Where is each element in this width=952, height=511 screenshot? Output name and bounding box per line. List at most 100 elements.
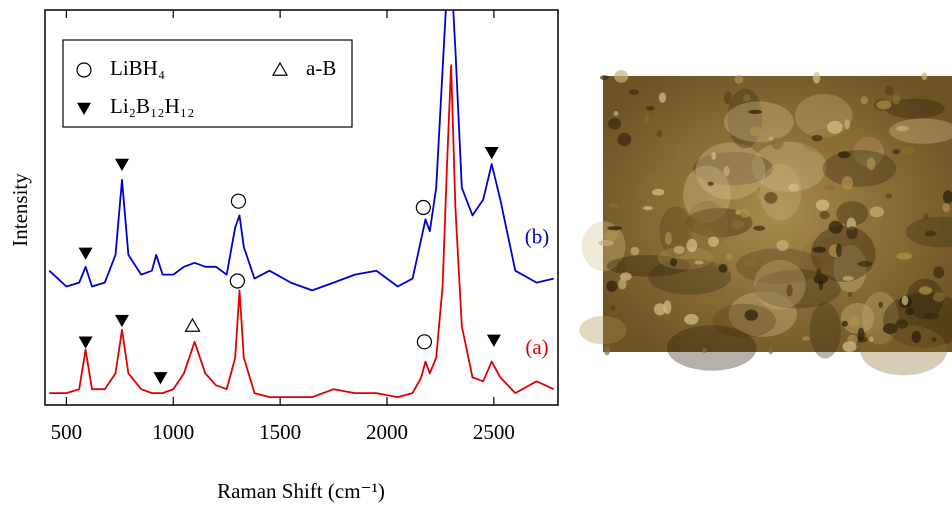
- micrograph-speck: [801, 126, 885, 157]
- micrograph-speck: [604, 230, 619, 241]
- micrograph-speck: [810, 225, 876, 282]
- micrograph-speck: [598, 240, 614, 246]
- micrograph-speck: [884, 85, 894, 96]
- marker-triangle-down: [486, 334, 501, 347]
- marker-triangle-down: [153, 372, 168, 385]
- micrograph-speck: [869, 206, 885, 218]
- micrograph-speck: [629, 89, 640, 95]
- marker-circle: [416, 334, 433, 350]
- micrograph-speck: [859, 324, 948, 376]
- micrograph-speck: [892, 149, 901, 155]
- marker-triangle-up: [271, 61, 289, 76]
- micrograph-speck: [878, 301, 883, 308]
- micrograph-speck: [712, 303, 777, 338]
- micrograph-speck: [931, 337, 937, 342]
- micrograph-speck: [895, 319, 909, 329]
- micrograph-speck: [848, 316, 861, 328]
- marker-triangle-down: [78, 336, 93, 349]
- micrograph-speck: [748, 109, 763, 114]
- micrograph-speck: [685, 208, 753, 238]
- micrograph-speck: [815, 199, 830, 211]
- micrograph-speck: [759, 164, 802, 221]
- micrograph-speck: [812, 71, 821, 84]
- micrograph-speck: [892, 94, 901, 105]
- marker-triangle-down: [78, 247, 93, 260]
- micrograph-speck: [833, 244, 867, 293]
- marker-triangle-down: [114, 158, 129, 172]
- micrograph-speck: [889, 118, 952, 144]
- micrograph-speck: [736, 248, 823, 285]
- micrograph-speck: [802, 336, 810, 341]
- micrograph-speck: [686, 201, 729, 250]
- micrograph-speck: [838, 151, 851, 159]
- micrograph-speck: [694, 260, 704, 265]
- micrograph-speck: [665, 232, 672, 246]
- micrograph-speck: [932, 292, 945, 302]
- micrograph-speck: [606, 255, 691, 277]
- micrograph-speck: [883, 292, 952, 348]
- micrograph-speck: [942, 190, 952, 204]
- micrograph-speck: [896, 252, 912, 260]
- micrograph-speck: [652, 188, 665, 196]
- series-label: (b): [525, 224, 550, 248]
- micrograph-speck: [786, 284, 793, 297]
- micrograph-speck: [707, 236, 719, 247]
- micrograph-speck: [724, 101, 794, 143]
- marker-circle: [76, 62, 92, 78]
- micrograph-speck: [879, 236, 893, 242]
- x-tick-label: 2000: [366, 420, 408, 444]
- micrograph-speck: [607, 226, 623, 231]
- micrograph-speck: [751, 141, 827, 192]
- marker-triangle-down: [114, 314, 129, 328]
- micrograph-speck: [853, 137, 884, 167]
- micrograph-speck: [707, 181, 714, 186]
- micrograph-speck: [735, 210, 741, 215]
- micrograph-speck: [841, 320, 848, 327]
- micrograph-speck: [718, 264, 728, 273]
- micrograph-speck: [836, 201, 869, 226]
- micrograph-speck: [618, 278, 627, 290]
- micrograph-speck: [846, 226, 858, 240]
- micrograph-speck: [828, 220, 843, 234]
- micrograph-speck: [823, 185, 836, 190]
- x-tick-label: 500: [51, 420, 83, 444]
- micrograph-speck: [637, 170, 685, 206]
- micrograph-speck: [686, 238, 698, 253]
- micrograph-speck: [670, 257, 678, 267]
- micrograph-speck: [882, 323, 898, 335]
- micrograph-speck: [809, 302, 841, 359]
- micrograph-speck: [923, 213, 929, 220]
- micrograph-speck: [901, 295, 909, 306]
- micrograph-speck: [827, 120, 843, 134]
- micrograph-speck: [579, 315, 627, 345]
- micrograph-speck: [656, 129, 663, 138]
- micrograph-speck: [642, 206, 653, 211]
- micrograph-speck: [905, 307, 915, 316]
- micrograph-speck: [742, 94, 751, 102]
- legend-label: Li₂B₁₂H₁₂: [110, 94, 194, 118]
- micrograph-speck: [924, 230, 937, 237]
- micrograph-speck: [743, 257, 758, 266]
- micrograph-speck: [885, 98, 945, 119]
- x-axis-label: Raman Shift (cm⁻¹): [217, 479, 385, 503]
- spectrum-line: [49, 64, 555, 398]
- micrograph-speck: [771, 137, 784, 150]
- micrograph-speck: [921, 72, 928, 81]
- micrograph-speck: [885, 193, 893, 199]
- micrograph-speck: [731, 219, 745, 230]
- legend-box: [62, 39, 353, 128]
- legend-label: LiBH₄: [110, 56, 165, 80]
- micrograph-speck: [901, 146, 915, 155]
- micrograph-speck: [844, 119, 850, 130]
- marker-triangle-down: [484, 146, 499, 160]
- micrograph-speck: [750, 126, 762, 136]
- micrograph-speck: [666, 325, 757, 371]
- micrograph-speck: [776, 240, 789, 251]
- marker-triangle-down: [77, 102, 91, 115]
- micrograph-speck: [896, 125, 909, 132]
- micrograph-speck: [723, 91, 732, 105]
- micrograph-speck: [933, 266, 945, 279]
- micrograph-speck: [663, 300, 672, 315]
- micrograph-speck: [603, 344, 611, 356]
